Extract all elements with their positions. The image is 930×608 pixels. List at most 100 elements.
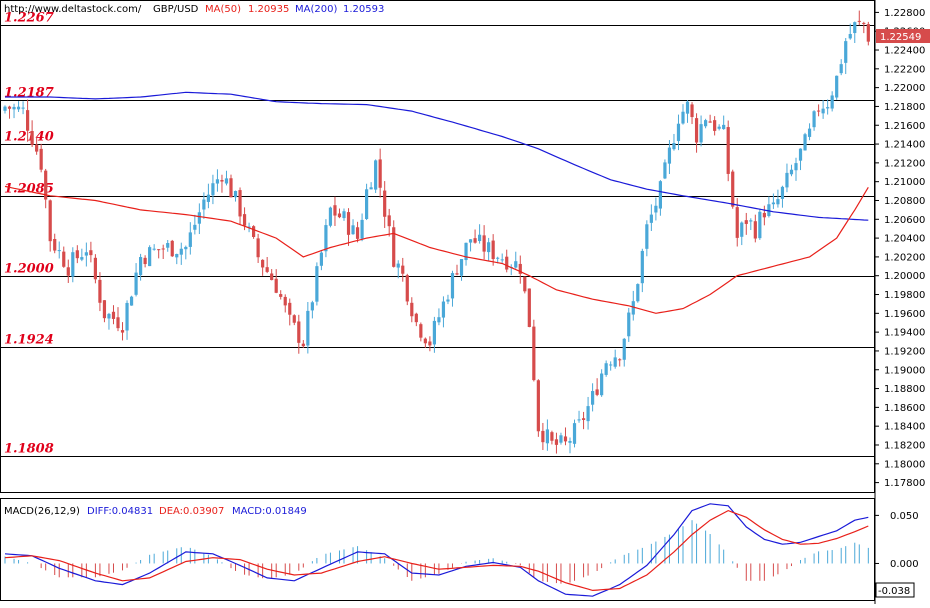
candle-body <box>324 225 328 252</box>
candle-body <box>771 202 775 205</box>
candle-body <box>780 186 785 199</box>
candle-body <box>835 75 839 98</box>
candle-body <box>690 104 694 118</box>
candle-body <box>392 227 396 267</box>
candle-body <box>310 302 314 311</box>
candle-body <box>98 279 102 303</box>
candle-body <box>631 301 635 315</box>
candle-body <box>152 248 156 250</box>
candle-body <box>491 240 495 260</box>
candle-body <box>197 212 201 224</box>
candle-body <box>211 183 215 196</box>
candle-body <box>478 234 482 242</box>
candle-body <box>636 284 640 302</box>
candle-body <box>803 134 807 151</box>
price-tick-label: 1.19600 <box>884 309 925 320</box>
candle-body <box>62 251 66 267</box>
price-tick-label: 1.18800 <box>884 384 925 395</box>
macd-dea-value: DEA:0.03907 <box>159 506 224 517</box>
candle-body <box>735 207 739 238</box>
candle-body <box>857 20 861 22</box>
candle-body <box>161 248 165 250</box>
candle-body <box>229 178 233 198</box>
price-tick-label: 1.17800 <box>884 478 925 489</box>
candle-body <box>500 259 504 261</box>
level-label: 1.2267 <box>4 11 54 26</box>
candle-body <box>844 41 848 63</box>
current-price-tag: 1.22549 <box>876 29 930 44</box>
candle-body <box>44 170 48 200</box>
candle-body <box>699 124 703 143</box>
price-tick-label: 1.20600 <box>884 215 925 226</box>
candle-body <box>446 299 450 302</box>
candle-body <box>134 272 138 295</box>
candle-body <box>649 214 653 223</box>
price-tick-label: 1.20800 <box>884 196 925 207</box>
candle-body <box>437 317 441 323</box>
candle-body <box>496 257 500 259</box>
candle-body <box>767 204 771 216</box>
candle-body <box>157 249 161 251</box>
candle-body <box>708 121 712 123</box>
price-tick-label: 1.22800 <box>884 8 925 19</box>
candle-body <box>111 311 116 319</box>
price-tick-label: 1.22000 <box>884 83 925 94</box>
candle-body <box>785 172 789 188</box>
candle-body <box>116 317 120 329</box>
candle-body <box>595 389 599 395</box>
candle-body <box>464 242 468 261</box>
candle-body <box>396 263 400 268</box>
candle-body <box>328 207 333 226</box>
candle-body <box>459 259 464 276</box>
candle-body <box>640 250 644 284</box>
candle-body <box>762 212 766 218</box>
candle-body <box>337 213 342 218</box>
source-url[interactable]: http://www.deltastock.com/ <box>4 4 142 15</box>
candle-body <box>536 380 540 432</box>
candle-body <box>215 179 220 184</box>
ma200-value: 1.20593 <box>343 4 384 15</box>
candle-body <box>663 162 667 179</box>
ma200-label: MA(200) <box>295 4 337 15</box>
candle-body <box>613 357 617 367</box>
candle-body <box>12 106 16 110</box>
candle-body <box>518 263 522 274</box>
candle-body <box>35 144 39 152</box>
candle-body <box>71 252 75 277</box>
candle-body <box>374 160 378 190</box>
candle-body <box>473 238 477 243</box>
candle-body <box>233 190 238 198</box>
candle-body <box>202 199 206 210</box>
price-tick-label: 1.18000 <box>884 459 925 470</box>
level-label: 1.2140 <box>4 130 54 145</box>
macd-header: MACD(26,12,9) DIFF:0.04831 DEA:0.03907 M… <box>4 506 307 517</box>
level-label: 1.2085 <box>4 182 54 197</box>
candle-body <box>93 257 97 280</box>
candle-body <box>75 250 79 259</box>
candle-body <box>441 301 446 318</box>
level-label: 1.1924 <box>4 333 54 348</box>
candle-body <box>383 190 387 217</box>
macd-diff-value: DIFF:0.04831 <box>87 506 153 517</box>
level-label: 1.1808 <box>4 442 54 457</box>
candle-body <box>731 171 735 207</box>
price-tick-label: 1.20000 <box>884 271 925 282</box>
candle-body <box>559 435 563 443</box>
macd-dea-line <box>4 509 869 592</box>
candle-body <box>206 194 210 202</box>
candle-body <box>360 219 364 239</box>
candle-body <box>166 243 170 248</box>
price-tick-label: 1.20200 <box>884 252 925 263</box>
candle-body <box>862 22 866 24</box>
candle-body <box>170 240 174 257</box>
candle-body <box>48 200 52 242</box>
price-tick-label: 1.18600 <box>884 403 925 414</box>
candle-body <box>817 110 821 112</box>
candle-body <box>365 189 369 220</box>
price-tick-label: 1.22400 <box>884 46 925 57</box>
candle-body <box>866 24 870 42</box>
candle-body <box>744 220 748 224</box>
ma200-line <box>5 91 869 221</box>
candle-body <box>577 419 581 421</box>
